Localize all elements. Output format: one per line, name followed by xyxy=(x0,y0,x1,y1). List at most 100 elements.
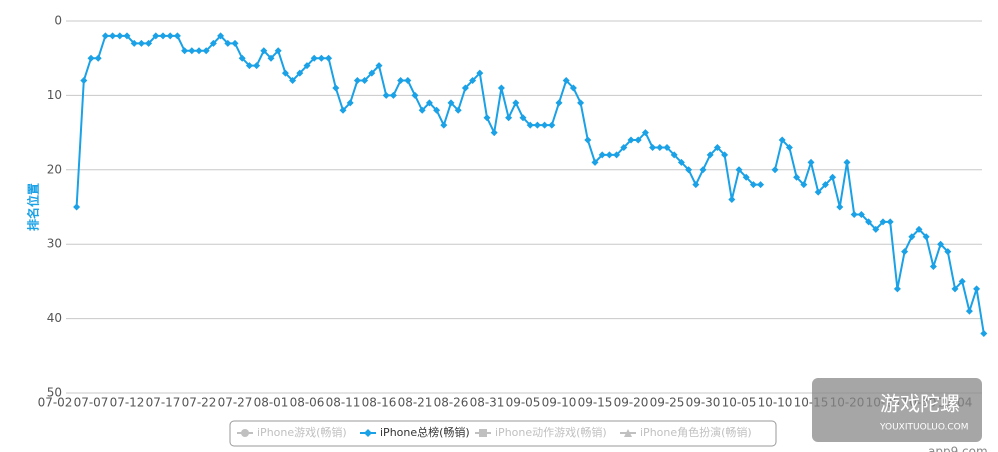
point-marker xyxy=(865,218,873,226)
legend-marker xyxy=(364,429,372,437)
watermark-box xyxy=(812,378,982,442)
point-marker xyxy=(973,285,981,293)
point-marker xyxy=(699,166,707,174)
legend-marker xyxy=(624,429,632,437)
x-tick-label: 07-27 xyxy=(218,396,253,410)
x-tick-label: 09-15 xyxy=(578,396,613,410)
point-marker xyxy=(101,32,109,40)
point-marker xyxy=(505,114,513,122)
legend-label: iPhone游戏(畅销) xyxy=(257,425,347,439)
point-marker xyxy=(649,143,657,151)
point-marker xyxy=(238,54,246,62)
point-marker xyxy=(476,69,484,77)
point-marker xyxy=(814,188,822,196)
point-marker xyxy=(123,32,131,40)
point-marker xyxy=(346,99,354,107)
legend-item[interactable]: iPhone总榜(畅销) xyxy=(360,425,470,439)
point-marker xyxy=(519,114,527,122)
x-tick-label: 09-10 xyxy=(542,396,577,410)
point-marker xyxy=(224,39,232,47)
point-marker xyxy=(951,285,959,293)
legend-item[interactable]: iPhone动作游戏(畅销) xyxy=(475,425,607,439)
point-marker xyxy=(591,158,599,166)
point-marker xyxy=(418,106,426,114)
x-tick-label: 10-10 xyxy=(758,396,793,410)
legend-box xyxy=(229,420,777,447)
point-marker xyxy=(937,240,945,248)
point-marker xyxy=(541,121,549,129)
point-marker xyxy=(375,62,383,70)
point-marker xyxy=(281,69,289,77)
x-tick-label: 07-17 xyxy=(146,396,181,410)
watermark-title: 游戏陀螺 xyxy=(880,392,960,416)
point-marker xyxy=(274,47,282,55)
point-marker xyxy=(965,307,973,315)
legend-label: iPhone总榜(畅销) xyxy=(380,425,470,439)
point-marker xyxy=(181,47,189,55)
point-marker xyxy=(879,218,887,226)
point-marker xyxy=(310,54,318,62)
point-marker xyxy=(483,114,491,122)
point-marker xyxy=(411,91,419,99)
point-marker xyxy=(152,32,160,40)
point-marker xyxy=(706,151,714,159)
point-marker xyxy=(382,91,390,99)
legend: iPhone游戏(畅销) iPhone总榜(畅销) iPhone动作游戏(畅销) iP… xyxy=(229,420,777,447)
point-marker xyxy=(303,62,311,70)
point-marker xyxy=(87,54,95,62)
point-marker xyxy=(317,54,325,62)
point-marker xyxy=(944,248,952,256)
point-marker xyxy=(634,136,642,144)
x-tick-label: 08-01 xyxy=(254,396,289,410)
point-marker xyxy=(447,99,455,107)
point-marker xyxy=(807,158,815,166)
point-marker xyxy=(771,166,779,174)
series-line xyxy=(75,34,985,334)
x-tick-label: 08-31 xyxy=(470,396,505,410)
x-tick-label: 09-05 xyxy=(506,396,541,410)
point-marker xyxy=(641,129,649,137)
point-marker xyxy=(267,54,275,62)
point-marker xyxy=(94,54,102,62)
legend-label: iPhone动作游戏(畅销) xyxy=(495,425,607,439)
point-marker xyxy=(533,121,541,129)
point-marker xyxy=(325,54,333,62)
point-marker xyxy=(202,47,210,55)
x-tick-label: 08-21 xyxy=(398,396,433,410)
x-tick-label: 08-11 xyxy=(326,396,361,410)
x-tick-label: 09-25 xyxy=(650,396,685,410)
point-marker xyxy=(980,329,988,337)
point-marker xyxy=(339,106,347,114)
point-marker xyxy=(245,62,253,70)
point-marker xyxy=(829,173,837,181)
point-marker xyxy=(778,136,786,144)
point-marker xyxy=(209,39,217,47)
x-tick-label: 09-20 xyxy=(614,396,649,410)
point-marker xyxy=(425,99,433,107)
point-marker xyxy=(461,84,469,92)
legend-label: iPhone角色扮演(畅销) xyxy=(640,425,752,439)
point-marker xyxy=(742,173,750,181)
legend-item[interactable]: iPhone游戏(畅销) xyxy=(237,425,347,439)
x-tick-label: 07-07 xyxy=(74,396,109,410)
legend-item[interactable]: iPhone角色扮演(畅销) xyxy=(620,425,752,439)
legend-marker xyxy=(241,429,249,437)
point-marker xyxy=(404,77,412,85)
point-marker xyxy=(872,225,880,233)
point-marker xyxy=(397,77,405,85)
point-marker xyxy=(577,99,585,107)
point-marker xyxy=(843,158,851,166)
x-tick-label: 07-12 xyxy=(110,396,145,410)
watermark-source: app9.com xyxy=(928,445,988,452)
point-marker xyxy=(749,181,757,189)
y-tick-label: 40 xyxy=(47,311,62,325)
point-marker xyxy=(613,151,621,159)
point-marker xyxy=(73,203,81,211)
point-marker xyxy=(433,106,441,114)
point-marker xyxy=(685,166,693,174)
watermark-subtitle: YOUXITUOLUO.COM xyxy=(879,423,969,433)
point-marker xyxy=(526,121,534,129)
x-tick-label: 08-26 xyxy=(434,396,469,410)
point-marker xyxy=(850,210,858,218)
point-marker xyxy=(109,32,117,40)
